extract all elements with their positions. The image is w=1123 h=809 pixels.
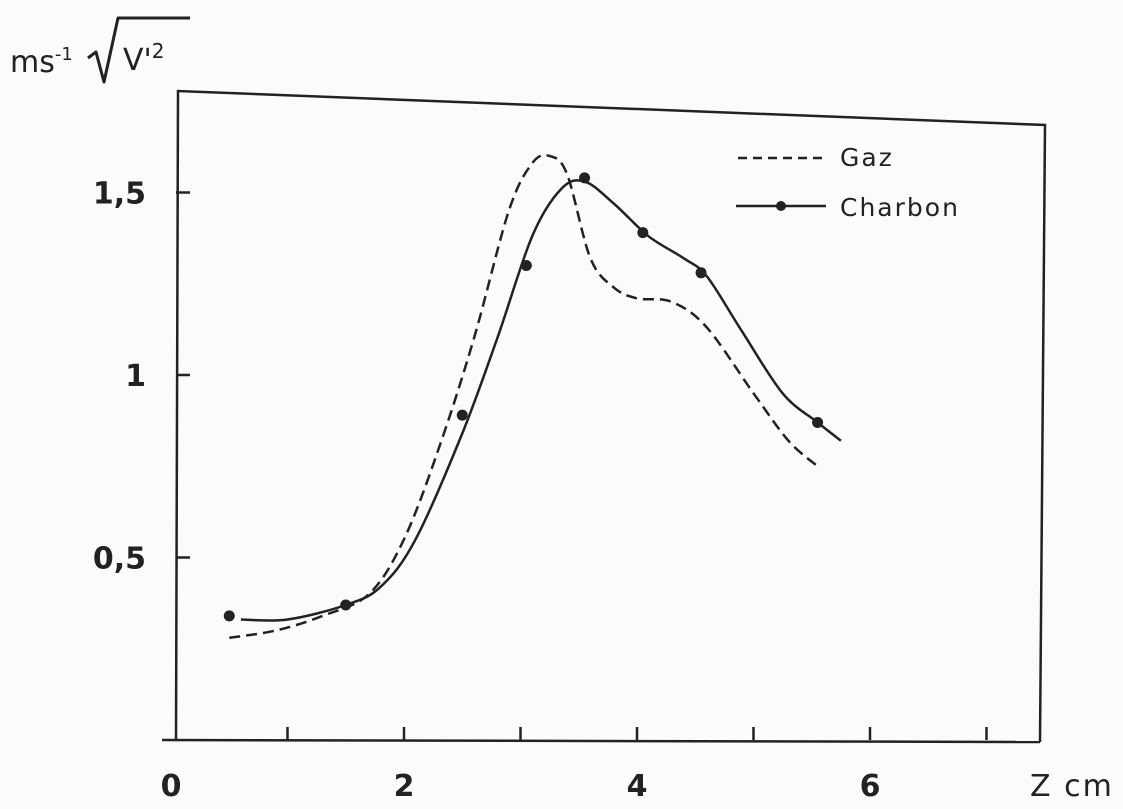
legend-label-gaz: Gaz (840, 143, 894, 172)
series-charbon-point (340, 599, 352, 611)
legend-swatch-charbon-marker (776, 201, 786, 211)
svg-text:V'2: V'2 (123, 39, 165, 78)
series-charbon-point (456, 409, 468, 421)
y-axis-tick-labels: 0,5 1 1,5 (93, 177, 146, 577)
y-axis-label-radicand-exponent: 2 (152, 39, 165, 63)
y-axis-ticks (176, 191, 190, 559)
legend-label-charbon: Charbon (840, 193, 960, 222)
x-axis (161, 738, 1041, 744)
series-charbon-point (223, 610, 235, 622)
series-charbon-point (637, 227, 649, 239)
series-charbon-point (812, 416, 824, 428)
x-tick-label: 2 (394, 769, 415, 804)
series-charbon-point (695, 267, 707, 279)
series-charbon-point (579, 172, 591, 184)
legend: Gaz Charbon (736, 143, 960, 222)
y-axis-label-radical-sign (87, 16, 190, 84)
x-axis-ticks (286, 727, 988, 740)
series-charbon-point (520, 260, 532, 271)
svg-text:ms-1: ms-1 (10, 44, 73, 80)
x-tick-label: 6 (860, 769, 881, 804)
y-tick-label: 1 (125, 359, 146, 394)
series-charbon-line (240, 179, 842, 622)
x-tick-label: 4 (627, 769, 648, 804)
y-axis-label-exponent: -1 (55, 44, 73, 65)
y-axis-label-radicand: V' (123, 43, 152, 78)
y-axis-label: ms-1 V'2 (10, 16, 190, 84)
y-axis-label-prefix: ms (10, 45, 55, 80)
series-gaz-line (229, 153, 819, 640)
x-axis-label: Z cm (1030, 769, 1114, 804)
x-axis-tick-labels: 0 2 4 6 (161, 769, 881, 804)
plot-frame (174, 89, 1047, 743)
y-tick-label: 1,5 (93, 177, 146, 212)
series-layer (223, 153, 842, 640)
x-tick-label: 0 (161, 769, 182, 804)
y-tick-label: 0,5 (93, 542, 146, 577)
